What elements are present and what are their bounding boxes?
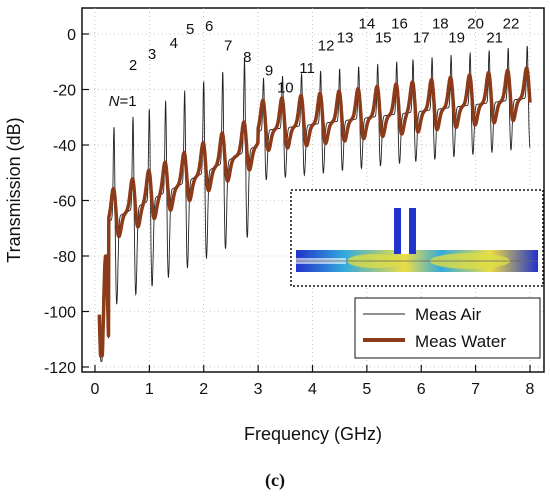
- simulation-inset: [290, 189, 544, 287]
- mode-label-6: 6: [205, 18, 213, 35]
- x-tick-label: 3: [254, 381, 263, 398]
- legend-box: [354, 297, 541, 359]
- mode-label-5: 5: [186, 21, 194, 38]
- mode-label-12: 12: [318, 38, 335, 55]
- mode-label-17: 17: [413, 29, 430, 46]
- legend-label-meas-air: Meas Air: [415, 305, 481, 324]
- x-axis-ticks: 0 1 2 3 4 5 6 7 8: [91, 365, 535, 398]
- mode-label-21: 21: [486, 29, 503, 46]
- mode-label-9: 9: [265, 63, 273, 80]
- x-tick-label: 5: [362, 381, 371, 398]
- first-label-text: =1: [119, 93, 136, 110]
- y-tick-label: -100: [44, 305, 76, 322]
- series-meas-water-line: [97, 66, 532, 358]
- mode-label-11: 11: [299, 60, 315, 77]
- x-tick-label: 6: [417, 381, 426, 398]
- mode-label-2: 2: [129, 57, 137, 74]
- mode-label-3: 3: [148, 46, 156, 63]
- mode-label-22: 22: [503, 15, 520, 32]
- first-label-italic: N: [109, 93, 120, 110]
- mode-label-18: 18: [432, 15, 449, 32]
- mode-label-10: 10: [277, 79, 294, 96]
- mode-label-14: 14: [359, 15, 376, 32]
- x-axis-title: Frequency (GHz): [244, 424, 382, 444]
- mode-label-n1: N=1: [109, 93, 137, 110]
- y-tick-label: -60: [53, 194, 76, 211]
- mode-label-4: 4: [170, 35, 178, 52]
- x-tick-label: 1: [145, 381, 154, 398]
- mode-label-15: 15: [375, 29, 392, 46]
- legend: Meas Air Meas Water: [354, 297, 541, 359]
- y-axis-title: Transmission (dB): [4, 117, 24, 262]
- y-tick-label: -40: [53, 138, 76, 155]
- mode-label-19: 19: [448, 29, 465, 46]
- y-tick-label: -80: [53, 249, 76, 266]
- y-tick-label: -120: [44, 360, 76, 377]
- x-tick-label: 4: [308, 381, 317, 398]
- legend-label-meas-water: Meas Water: [415, 332, 506, 351]
- x-tick-label: 2: [199, 381, 208, 398]
- x-tick-label: 7: [471, 381, 480, 398]
- x-tick-label: 0: [91, 381, 100, 398]
- x-tick-label: 8: [526, 381, 535, 398]
- figure-caption: (c): [265, 470, 285, 491]
- y-axis-ticks: 0 -20 -40 -60 -80 -100 -120: [44, 27, 89, 377]
- mode-label-8: 8: [243, 49, 251, 66]
- mode-label-16: 16: [391, 15, 408, 32]
- y-tick-label: -20: [53, 83, 76, 100]
- mode-label-7: 7: [224, 38, 232, 55]
- y-tick-label: 0: [67, 27, 76, 44]
- mode-label-20: 20: [467, 15, 484, 32]
- mode-label-13: 13: [337, 29, 354, 46]
